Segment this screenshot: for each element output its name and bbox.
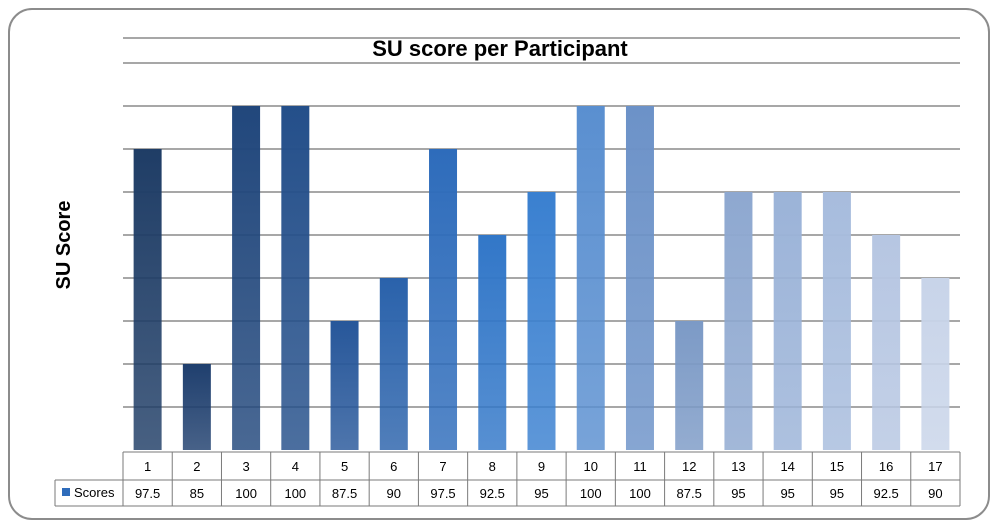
gridlines <box>123 37 960 408</box>
x-tick-label: 6 <box>390 459 397 474</box>
bar-participant-1 <box>133 149 162 450</box>
x-tick-label: 2 <box>193 459 200 474</box>
data-label: 87.5 <box>677 486 702 501</box>
x-tick-label: 4 <box>292 459 299 474</box>
bar-participant-12 <box>675 321 704 450</box>
data-label: 100 <box>284 486 306 501</box>
data-label: 95 <box>780 486 794 501</box>
bar-participant-10 <box>576 106 605 450</box>
bar-participant-9 <box>527 192 556 450</box>
bar-participant-17 <box>921 278 950 450</box>
data-label: 87.5 <box>332 486 357 501</box>
bar-participant-11 <box>625 106 654 450</box>
data-label: 97.5 <box>430 486 455 501</box>
bar-participant-3 <box>232 106 261 450</box>
data-label: 92.5 <box>873 486 898 501</box>
data-label: 90 <box>387 486 401 501</box>
data-label: 97.5 <box>135 486 160 501</box>
bar-participant-14 <box>773 192 802 450</box>
data-label: 95 <box>534 486 548 501</box>
bars <box>133 106 950 450</box>
bar-participant-4 <box>281 106 310 450</box>
y-axis-label: SU Score <box>53 201 75 290</box>
bar-participant-8 <box>478 235 507 450</box>
x-tick-label: 17 <box>928 459 942 474</box>
chart-title: SU score per Participant <box>372 36 628 61</box>
x-tick-label: 5 <box>341 459 348 474</box>
data-label: 100 <box>580 486 602 501</box>
x-tick-label: 14 <box>780 459 794 474</box>
bar-participant-7 <box>429 149 458 450</box>
bar-participant-13 <box>724 192 753 450</box>
data-label: 100 <box>235 486 257 501</box>
x-tick-label: 1 <box>144 459 151 474</box>
x-tick-label: 10 <box>584 459 598 474</box>
x-tick-label: 15 <box>830 459 844 474</box>
data-label: 95 <box>830 486 844 501</box>
data-label: 92.5 <box>480 486 505 501</box>
bar-participant-5 <box>330 321 359 450</box>
x-tick-label: 7 <box>439 459 446 474</box>
data-label: 85 <box>190 486 204 501</box>
x-tick-label: 11 <box>633 459 647 474</box>
x-tick-label: 8 <box>489 459 496 474</box>
bar-participant-6 <box>379 278 408 450</box>
x-tick-label: 3 <box>242 459 249 474</box>
bar-participant-16 <box>872 235 901 450</box>
data-label: 100 <box>629 486 651 501</box>
data-label: 95 <box>731 486 745 501</box>
legend-swatch <box>62 488 70 496</box>
x-tick-label: 12 <box>682 459 696 474</box>
data-table: 1 97.5 2 85 3 100 4 100 5 87.5 6 90 7 97.5 8 92.5 9 95 10 1… <box>54 451 961 507</box>
bar-participant-2 <box>182 364 211 450</box>
x-tick-label: 16 <box>879 459 893 474</box>
x-tick-label: 9 <box>538 459 545 474</box>
bar-participant-15 <box>822 192 851 450</box>
data-label: 90 <box>928 486 942 501</box>
legend-entry: Scores <box>74 485 115 500</box>
x-tick-label: 13 <box>731 459 745 474</box>
